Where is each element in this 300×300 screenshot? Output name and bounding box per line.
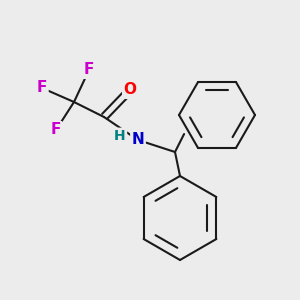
Text: N: N: [132, 133, 144, 148]
Text: F: F: [84, 62, 94, 77]
Text: F: F: [37, 80, 47, 95]
Text: H: H: [114, 129, 126, 143]
Text: O: O: [124, 82, 136, 98]
Text: F: F: [51, 122, 61, 137]
